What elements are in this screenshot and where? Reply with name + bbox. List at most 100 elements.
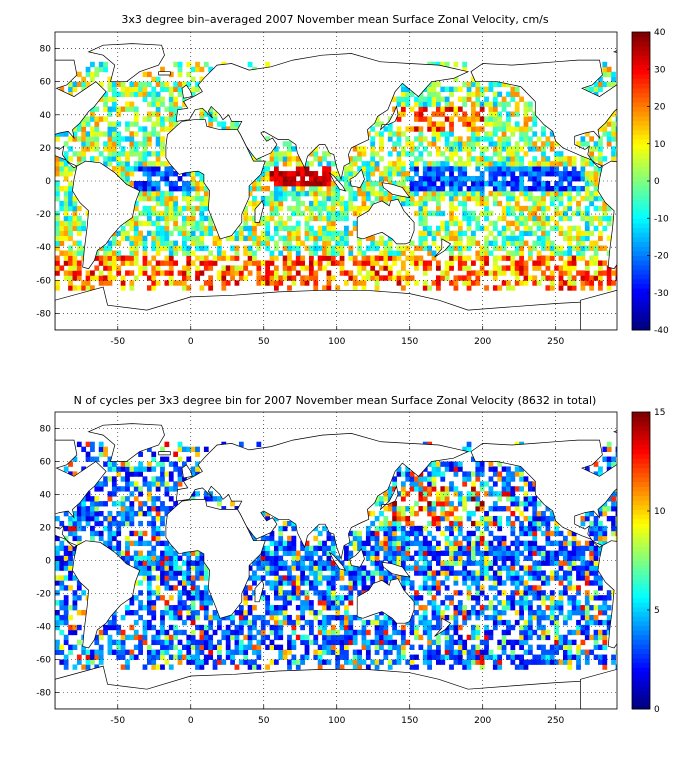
data-cell [287,156,292,162]
data-cell [212,614,218,621]
data-cell [138,151,143,157]
x-axis: -50 0 50 100 150 200 250 [110,326,565,347]
data-cell [173,81,179,88]
data-cell [580,156,586,162]
data-cell [440,151,446,157]
data-cell [365,555,371,561]
data-cell [326,280,332,286]
data-cell [422,265,428,271]
data-cell [304,634,310,641]
data-cell [182,575,187,581]
data-cell [444,525,450,532]
data-cell [273,176,279,182]
data-cell [475,491,481,497]
data-cell [252,624,257,631]
data-cell [160,210,165,217]
data-cell [155,565,161,571]
data-cell [103,255,108,261]
data-cell [348,550,354,556]
data-cell [85,285,91,291]
data-cell [103,146,108,152]
data-cell [146,215,152,222]
data-cell [593,250,599,256]
data-cell [98,481,104,487]
data-cell [400,176,406,182]
data-cell [396,270,402,276]
data-cell [418,595,424,601]
data-cell [523,275,529,281]
data-cell [168,565,174,571]
data-cell [63,595,69,601]
data-cell [400,181,406,187]
data-cell [422,629,428,636]
colorbar-tick-label: -20 [654,252,669,262]
data-cell [265,580,270,586]
data-cell [142,71,148,78]
data-cell [247,585,253,591]
data-cell [444,545,450,551]
data-cell [571,171,577,177]
data-cell [133,580,139,586]
data-cell [116,91,122,97]
data-cell [133,185,139,192]
data-cell [273,156,279,162]
data-cell [471,181,476,187]
data-cell [59,171,65,177]
data-cell [107,466,113,472]
data-cell [238,644,244,650]
data-cell [177,185,183,192]
data-cell [567,255,573,261]
data-cell [431,585,437,591]
data-cell [326,185,332,192]
data-cell [409,654,415,660]
data-cell [501,121,507,127]
data-cell [85,456,91,462]
data-cell [85,491,91,497]
data-cell [427,511,433,517]
data-cell [94,126,100,132]
data-cell [545,205,551,212]
data-cell [116,166,122,172]
data-cell [322,575,327,581]
data-cell [98,441,104,448]
data-cell [449,540,454,547]
data-cell [497,520,503,527]
data-cell [265,270,270,276]
data-cell [361,205,367,212]
data-cell [107,530,113,537]
data-cell [422,161,428,167]
data-cell [475,86,481,92]
data-cell [291,595,297,601]
data-cell [466,476,472,482]
data-cell [409,240,415,246]
colorbar-segment [632,222,650,229]
data-cell [453,205,459,212]
data-cell [142,481,148,487]
data-cell [427,664,433,670]
data-cell [68,166,73,172]
data-cell [186,215,192,222]
data-cell [335,634,341,641]
data-cell [81,86,87,92]
data-cell [457,265,463,271]
data-cell [466,585,472,591]
data-cell [405,171,411,177]
data-cell [76,245,82,251]
data-cell [339,560,345,566]
data-cell [164,106,170,112]
data-cell [273,605,279,611]
data-cell [374,624,380,631]
data-cell [344,654,349,660]
data-cell [313,245,319,251]
data-cell [72,511,78,517]
data-cell [479,565,485,571]
data-cell [357,570,362,576]
data-cell [103,280,108,286]
data-cell [120,486,126,492]
data-cell [453,555,459,561]
data-cell [479,161,485,167]
data-cell [580,136,586,142]
data-cell [387,195,393,202]
data-cell [449,235,454,241]
data-cell [190,250,196,256]
